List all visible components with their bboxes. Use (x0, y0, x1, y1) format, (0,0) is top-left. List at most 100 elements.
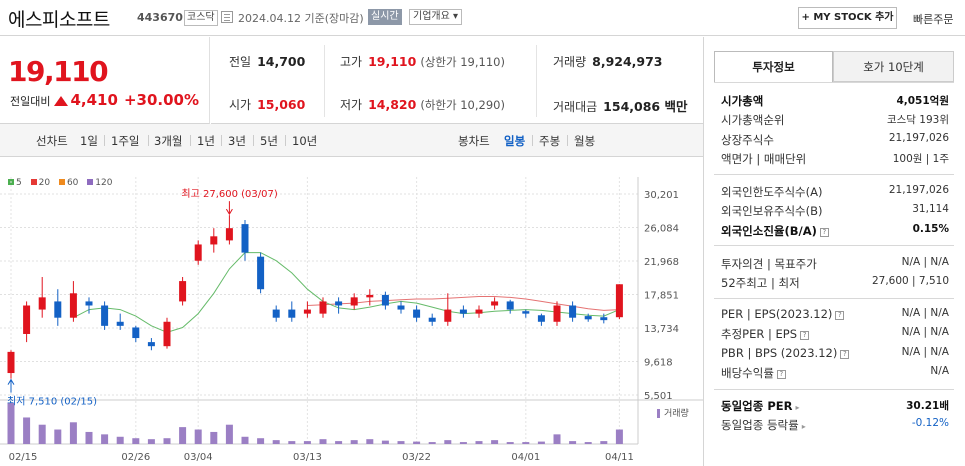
candle-body (335, 301, 343, 306)
low-price: 저가 14,820 (하한가 10,290) (340, 96, 505, 113)
tab-separator (221, 135, 222, 146)
shares-label: 상장주식수 (721, 133, 774, 147)
lower-limit: (하한가 10,290) (420, 98, 505, 112)
add-mystock-button[interactable]: + MY STOCK 추가 (798, 7, 897, 29)
industry-rate-row[interactable]: 동일업종 등락률 ▸ -0.12% (721, 417, 949, 433)
volume-bar (210, 431, 218, 444)
candle-body (132, 327, 140, 339)
volume-swatch (657, 409, 660, 418)
industry-per-value: 30.21배 (906, 400, 949, 412)
add-mystock-label: MY STOCK 추가 (813, 12, 894, 23)
stock-name: 에스피소프트 (8, 9, 110, 31)
high-arrow-head (225, 208, 233, 216)
ma20-legend: 20 (38, 178, 51, 188)
candle-body (85, 301, 93, 306)
quick-order-link[interactable]: 빠른주문 (913, 13, 954, 26)
help-icon[interactable]: ? (835, 311, 845, 320)
tab-1y[interactable]: 1년 (197, 134, 215, 148)
tab-invest-info[interactable]: 투자정보 (714, 51, 833, 82)
y-tick-label: 26,084 (644, 224, 679, 235)
volume-bar (600, 441, 608, 444)
volume-bar (397, 441, 405, 444)
change-amount: 4,410 (70, 91, 118, 109)
candle-body (7, 351, 15, 374)
foreign-hold-value: 31,114 (912, 203, 949, 215)
help-icon[interactable]: ? (776, 370, 786, 379)
volume-bar (85, 431, 93, 444)
volume-bar (225, 424, 233, 444)
industry-per-row[interactable]: 동일업종 PER ▸ 30.21배 (721, 398, 949, 414)
y-tick-label: 17,851 (644, 291, 679, 302)
chart-canvas[interactable]: 30,201 26,084 21,968 17,851 13,734 9,618 5,501… (0, 157, 703, 466)
ma5-line (73, 252, 620, 333)
tab-3m[interactable]: 3개월 (154, 134, 183, 148)
tab-separator (104, 135, 105, 146)
amount-label: 거래대금 (553, 100, 598, 114)
current-price: 19,110 (8, 55, 109, 88)
prev-close: 전일 14,700 (229, 53, 305, 70)
market-badge: 코스닥 (184, 10, 218, 26)
tab-monthly[interactable]: 월봉 (574, 134, 596, 148)
volume-bar (366, 439, 374, 444)
tab-5y[interactable]: 5년 (260, 134, 278, 148)
candle-body (413, 309, 421, 318)
per-label: PER | EPS(2023.12) (721, 307, 833, 321)
candle-chart-label: 봉차트 (458, 134, 490, 148)
volume-bar (179, 427, 187, 444)
volume-bar (506, 442, 514, 444)
chevron-right-icon: ▸ (795, 403, 800, 412)
volume-bar (522, 442, 530, 444)
volume-bar (413, 441, 421, 444)
candle-body (241, 224, 249, 253)
candle-body (615, 284, 623, 318)
change-percent: +30.00% (123, 91, 199, 109)
ma120-swatch (87, 179, 94, 185)
volume-bar (257, 438, 265, 444)
tab-daily[interactable]: 일봉 (504, 134, 526, 148)
tab-weekly[interactable]: 주봉 (539, 134, 561, 148)
week52-value: 27,600 | 7,510 (871, 275, 949, 287)
candle-body (69, 293, 77, 318)
foreign-ratio-value: 0.15% (912, 223, 949, 235)
company-overview-button[interactable]: 기업개요 ▾ (409, 9, 462, 25)
candle-body (569, 305, 577, 318)
high-price: 고가 19,110 (상한가 19,110) (340, 53, 505, 70)
opinion-label: 투자의견 | 목표주가 (721, 257, 817, 271)
tab-10y[interactable]: 10년 (292, 134, 318, 148)
realtime-button[interactable]: 실시간 (368, 9, 402, 25)
section-divider (714, 298, 954, 299)
investment-info-panel: 투자정보 호가 10단계 시가총액 4,051억원 시가총액순위 코스닥 193위 … (703, 37, 965, 466)
tab-1w[interactable]: 1주일 (111, 134, 140, 148)
help-icon[interactable]: ? (819, 228, 829, 237)
section-divider (714, 245, 954, 246)
par-value: 100원 | 1주 (892, 153, 949, 165)
volume-bar (350, 440, 358, 444)
volume-bar (288, 441, 296, 444)
y-tick-label: 30,201 (644, 190, 679, 201)
industry-per-label: 동일업종 PER (721, 399, 793, 413)
week52-label: 52주최고 | 최저 (721, 276, 800, 290)
tab-1d[interactable]: 1일 (80, 134, 98, 148)
help-icon[interactable]: ? (840, 350, 850, 359)
change-label: 전일대비 (10, 95, 51, 108)
candle-body (272, 309, 280, 318)
per-value: N/A | N/A (901, 307, 949, 319)
pbr-value: N/A | N/A (901, 346, 949, 358)
foreign-ratio-row: 외국인소진율(B/A)? 0.15% (721, 223, 949, 239)
line-chart-label: 선차트 (36, 134, 68, 148)
tab-3y[interactable]: 3년 (228, 134, 246, 148)
ma20-swatch (30, 179, 37, 185)
candle-body (428, 317, 436, 322)
low-arrow-head (7, 378, 15, 385)
low-label: 저가 (340, 98, 363, 112)
opinion-value: N/A | N/A (901, 256, 949, 268)
stock-chart[interactable]: 5 20 60 120 30,201 26,084 21,968 17,851 13,7… (0, 157, 703, 466)
upper-limit: (상한가 19,110) (420, 55, 505, 69)
est-per-value: N/A | N/A (901, 326, 949, 338)
cap-rank-label: 시가총액순위 (721, 113, 785, 127)
candle-body (491, 301, 499, 306)
volume-bar (147, 439, 155, 444)
help-icon[interactable]: ? (800, 331, 810, 340)
tab-hoga-10[interactable]: 호가 10단계 (833, 51, 954, 82)
candle-body (225, 228, 233, 241)
